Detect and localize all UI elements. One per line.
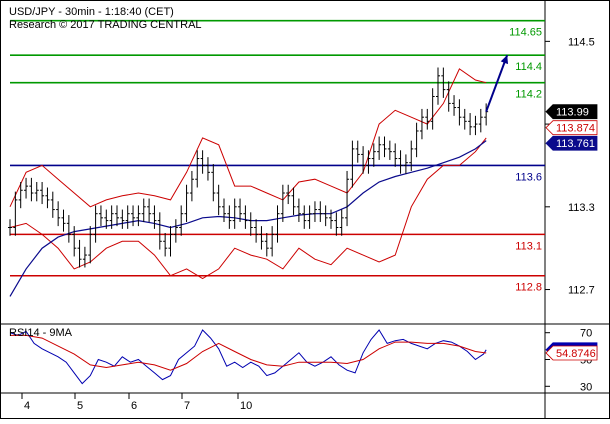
level-label: 112.8	[515, 282, 542, 294]
rsi-last-value-label: 54.8746	[556, 348, 596, 360]
projection-arrowhead	[500, 55, 509, 65]
series-ma	[9, 140, 487, 297]
rsi-title: RSI14 - 9MA	[9, 327, 72, 339]
rsi-y-tick-label: 70	[580, 328, 592, 340]
last-value-tag-ma	[545, 135, 598, 151]
last-value-tag-bollinger	[545, 120, 598, 136]
level-label: 113.1	[515, 240, 542, 252]
series-price	[8, 67, 489, 268]
y-tick-label: 114.5	[568, 36, 595, 48]
projection-arrow	[485, 54, 509, 113]
last-value-label: 113.99	[556, 107, 589, 119]
last-value-tag-price	[545, 104, 598, 120]
level-label: 114.4	[515, 61, 542, 73]
last-value-label: 113.874	[556, 123, 595, 135]
x-tick-label: 6	[131, 400, 137, 412]
chart-copyright: Research © 2017 TRADING CENTRAL	[9, 19, 202, 31]
series-rsi	[9, 329, 487, 385]
x-tick-label: 10	[240, 400, 252, 412]
x-tick-label: 5	[77, 400, 83, 412]
rsi-y-tick-label: 30	[580, 381, 592, 393]
rsi-last-value-tag-rsi_ma	[545, 345, 598, 361]
level-label: 114.2	[515, 89, 542, 101]
series-bollinger_upper	[9, 68, 487, 208]
y-tick-label: 112.7	[568, 285, 595, 297]
y-tick-label: 113.3	[568, 202, 595, 214]
series-rsi_ma	[10, 334, 487, 371]
series-bollinger_lower	[9, 137, 487, 280]
level-label: 114.65	[509, 27, 542, 39]
chart-title: USD/JPY - 30min - 1:18:40 (CET)	[9, 6, 174, 18]
x-tick-label: 4	[24, 400, 30, 412]
level-label: 113.6	[515, 171, 542, 183]
last-value-label: 113.761	[556, 138, 595, 150]
x-tick-label: 7	[184, 400, 190, 412]
